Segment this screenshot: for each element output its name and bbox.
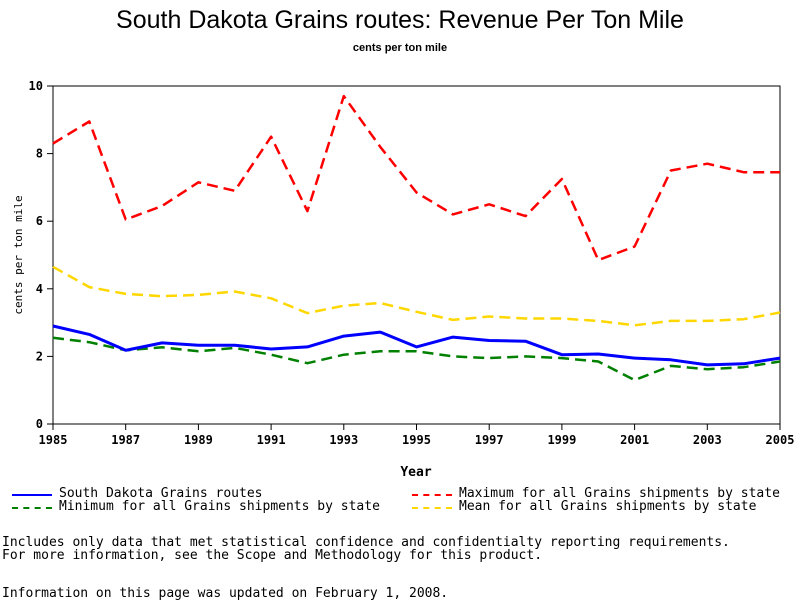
x-tick-label: 2005 (766, 433, 795, 447)
series-line-0 (52, 324, 781, 367)
x-tick-label: 1999 (547, 433, 576, 447)
series-line-2 (52, 336, 781, 382)
x-axis: 1985 1987 1989 1991 1993 1995 1997 1999 2001 2003… (39, 424, 795, 447)
x-tick-label: 1989 (184, 433, 213, 447)
series-line-1 (52, 94, 780, 262)
legend-label-mean: Mean for all Grains shipments by state (459, 499, 757, 514)
x-tick-label: 1991 (257, 433, 286, 447)
y-tick-label: 6 (36, 214, 43, 228)
y-axis: 0 2 4 6 8 10 (29, 79, 53, 431)
line-chart: 1985 1987 1989 1991 1993 1995 1997 1999 2001 2003… (12, 79, 795, 480)
y-tick-label: 2 (36, 349, 43, 363)
series-lines (52, 94, 781, 382)
x-tick-label: 1997 (475, 433, 504, 447)
footnote-methodology: For more information, see the Scope and … (2, 548, 543, 563)
legend-label-maximum: Maximum for all Grains shipments by stat… (459, 486, 780, 501)
legend-label-sd-routes: South Dakota Grains routes (59, 486, 263, 501)
series-line-3 (52, 265, 781, 327)
x-tick-label: 2001 (620, 433, 649, 447)
y-tick-label: 8 (36, 147, 43, 161)
x-tick-label: 1993 (329, 433, 358, 447)
x-tick-label: 1995 (402, 433, 431, 447)
plot-frame (52, 85, 781, 425)
x-tick-label: 1987 (111, 433, 140, 447)
legend-swatch-mean (412, 507, 452, 509)
x-tick-label: 2003 (693, 433, 722, 447)
y-tick-label: 4 (36, 282, 43, 296)
legend-swatch-sd-routes (12, 494, 52, 496)
y-axis-label: cents per ton mile (12, 195, 25, 314)
chart-subtitle: cents per ton mile (352, 42, 448, 54)
legend-swatch-maximum (412, 494, 452, 496)
y-tick-label: 0 (36, 417, 43, 431)
legend-swatch-minimum (12, 507, 52, 509)
footnote-confidence: Includes only data that met statistical … (2, 535, 730, 550)
x-tick-label: 1985 (39, 433, 68, 447)
chart-title: South Dakota Grains routes: Revenue Per … (116, 6, 684, 34)
x-axis-label: Year (400, 465, 431, 480)
legend-label-minimum: Minimum for all Grains shipments by stat… (59, 499, 380, 514)
y-tick-label: 10 (29, 79, 43, 93)
footnote-updated: Information on this page was updated on … (2, 586, 449, 601)
